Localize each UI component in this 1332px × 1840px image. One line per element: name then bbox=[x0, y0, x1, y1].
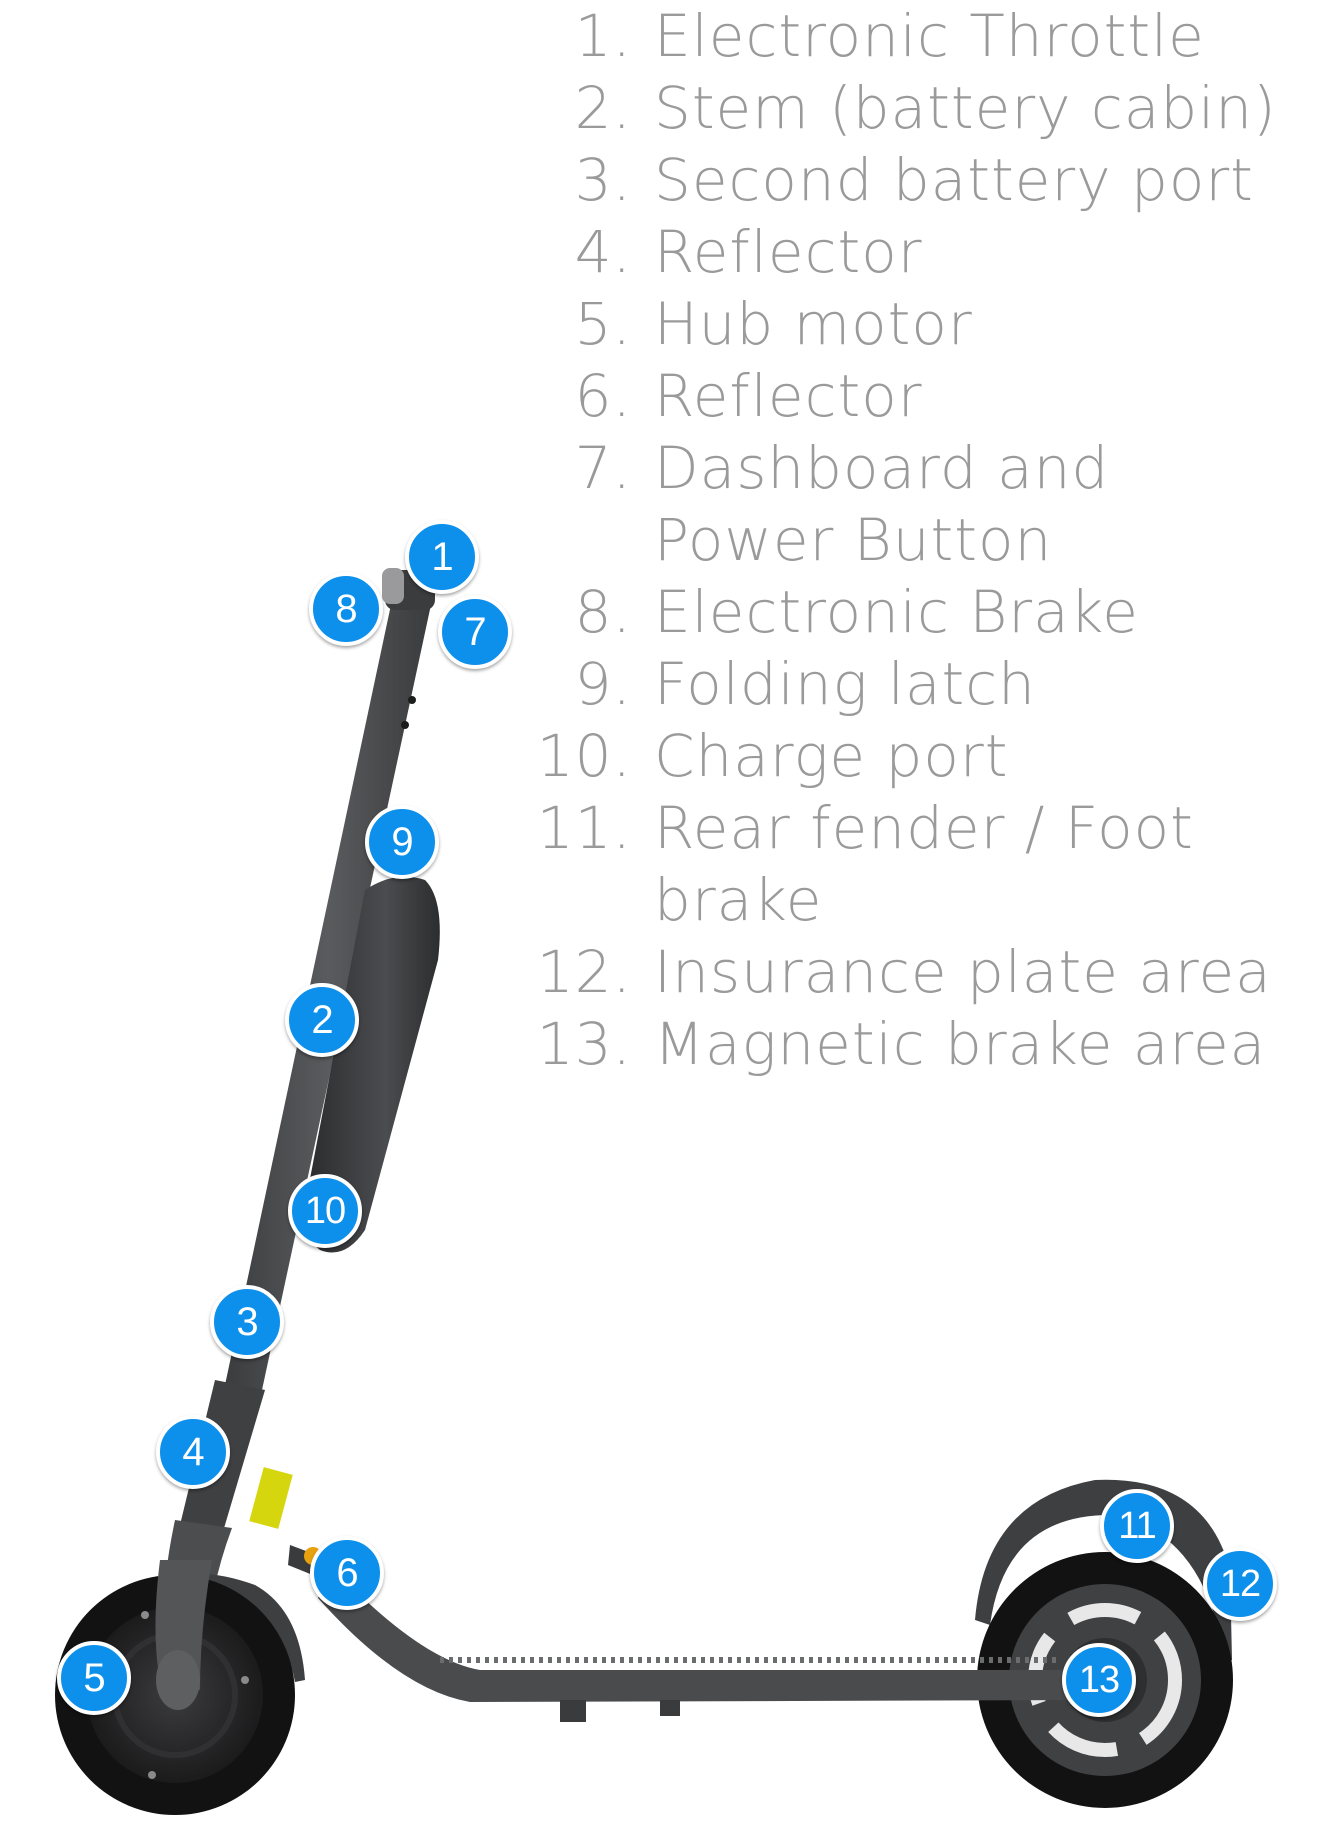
legend-label: Electronic Throttle bbox=[654, 2, 1205, 70]
callout-7: 7 bbox=[438, 595, 512, 669]
legend-label: Hub motor bbox=[654, 290, 973, 358]
deck bbox=[318, 1565, 1100, 1722]
legend-item: 5. Hub motor bbox=[520, 288, 1320, 360]
front-wheel bbox=[55, 1560, 305, 1815]
parts-legend: 1. Electronic Throttle 2. Stem (battery … bbox=[520, 0, 1320, 1080]
callout-10: 10 bbox=[288, 1174, 362, 1248]
legend-number: 9. bbox=[574, 650, 632, 718]
legend-number: 5. bbox=[574, 290, 632, 358]
legend-label: Reflector bbox=[654, 218, 923, 286]
legend-item: 4. Reflector bbox=[520, 216, 1320, 288]
callout-3: 3 bbox=[210, 1285, 284, 1359]
legend-label: Dashboard and Power Button bbox=[654, 434, 1110, 574]
callout-1: 1 bbox=[405, 520, 479, 594]
legend-item: 6. Reflector bbox=[520, 360, 1320, 432]
legend-label: Magnetic brake area bbox=[654, 1010, 1267, 1078]
legend-label: Electronic Brake bbox=[654, 578, 1139, 646]
legend-item: 11. Rear fender / Foot brake bbox=[520, 792, 1320, 936]
legend-label: Stem (battery cabin) bbox=[654, 74, 1277, 142]
callout-9: 9 bbox=[365, 805, 439, 879]
legend-label: Folding latch bbox=[654, 650, 1036, 718]
legend-number: 1. bbox=[574, 2, 632, 70]
callout-12: 12 bbox=[1203, 1547, 1277, 1621]
legend-number: 13. bbox=[536, 1010, 632, 1078]
legend-number: 6. bbox=[574, 362, 632, 430]
legend-label: Insurance plate area bbox=[654, 938, 1272, 1006]
legend-number: 12. bbox=[536, 938, 632, 1006]
callout-8: 8 bbox=[309, 572, 383, 646]
legend-item: 7. Dashboard and Power Button bbox=[520, 432, 1320, 576]
legend-item: 3. Second battery port bbox=[520, 144, 1320, 216]
legend-item: 13. Magnetic brake area bbox=[520, 1008, 1320, 1080]
legend-label: Second battery port bbox=[654, 146, 1254, 214]
callout-11: 11 bbox=[1100, 1489, 1174, 1563]
legend-number: 7. bbox=[574, 434, 632, 502]
legend-number: 11. bbox=[536, 794, 632, 862]
callout-13: 13 bbox=[1062, 1643, 1136, 1717]
callout-6: 6 bbox=[310, 1536, 384, 1610]
legend-label: Charge port bbox=[654, 722, 1009, 790]
legend-item: 10. Charge port bbox=[520, 720, 1320, 792]
callout-4: 4 bbox=[156, 1415, 230, 1489]
legend-item: 2. Stem (battery cabin) bbox=[520, 72, 1320, 144]
legend-number: 4. bbox=[574, 218, 632, 286]
legend-number: 3. bbox=[574, 146, 632, 214]
legend-label: Reflector bbox=[654, 362, 923, 430]
callout-5: 5 bbox=[57, 1641, 131, 1715]
callout-2: 2 bbox=[285, 983, 359, 1057]
legend-item: 1. Electronic Throttle bbox=[520, 0, 1320, 72]
legend-label: Rear fender / Foot brake bbox=[654, 794, 1194, 934]
legend-number: 8. bbox=[574, 578, 632, 646]
legend-item: 12. Insurance plate area bbox=[520, 936, 1320, 1008]
legend-number: 2. bbox=[574, 74, 632, 142]
legend-item: 9. Folding latch bbox=[520, 648, 1320, 720]
battery-pack bbox=[304, 876, 440, 1253]
legend-number: 10. bbox=[536, 722, 632, 790]
legend-item: 8. Electronic Brake bbox=[520, 576, 1320, 648]
